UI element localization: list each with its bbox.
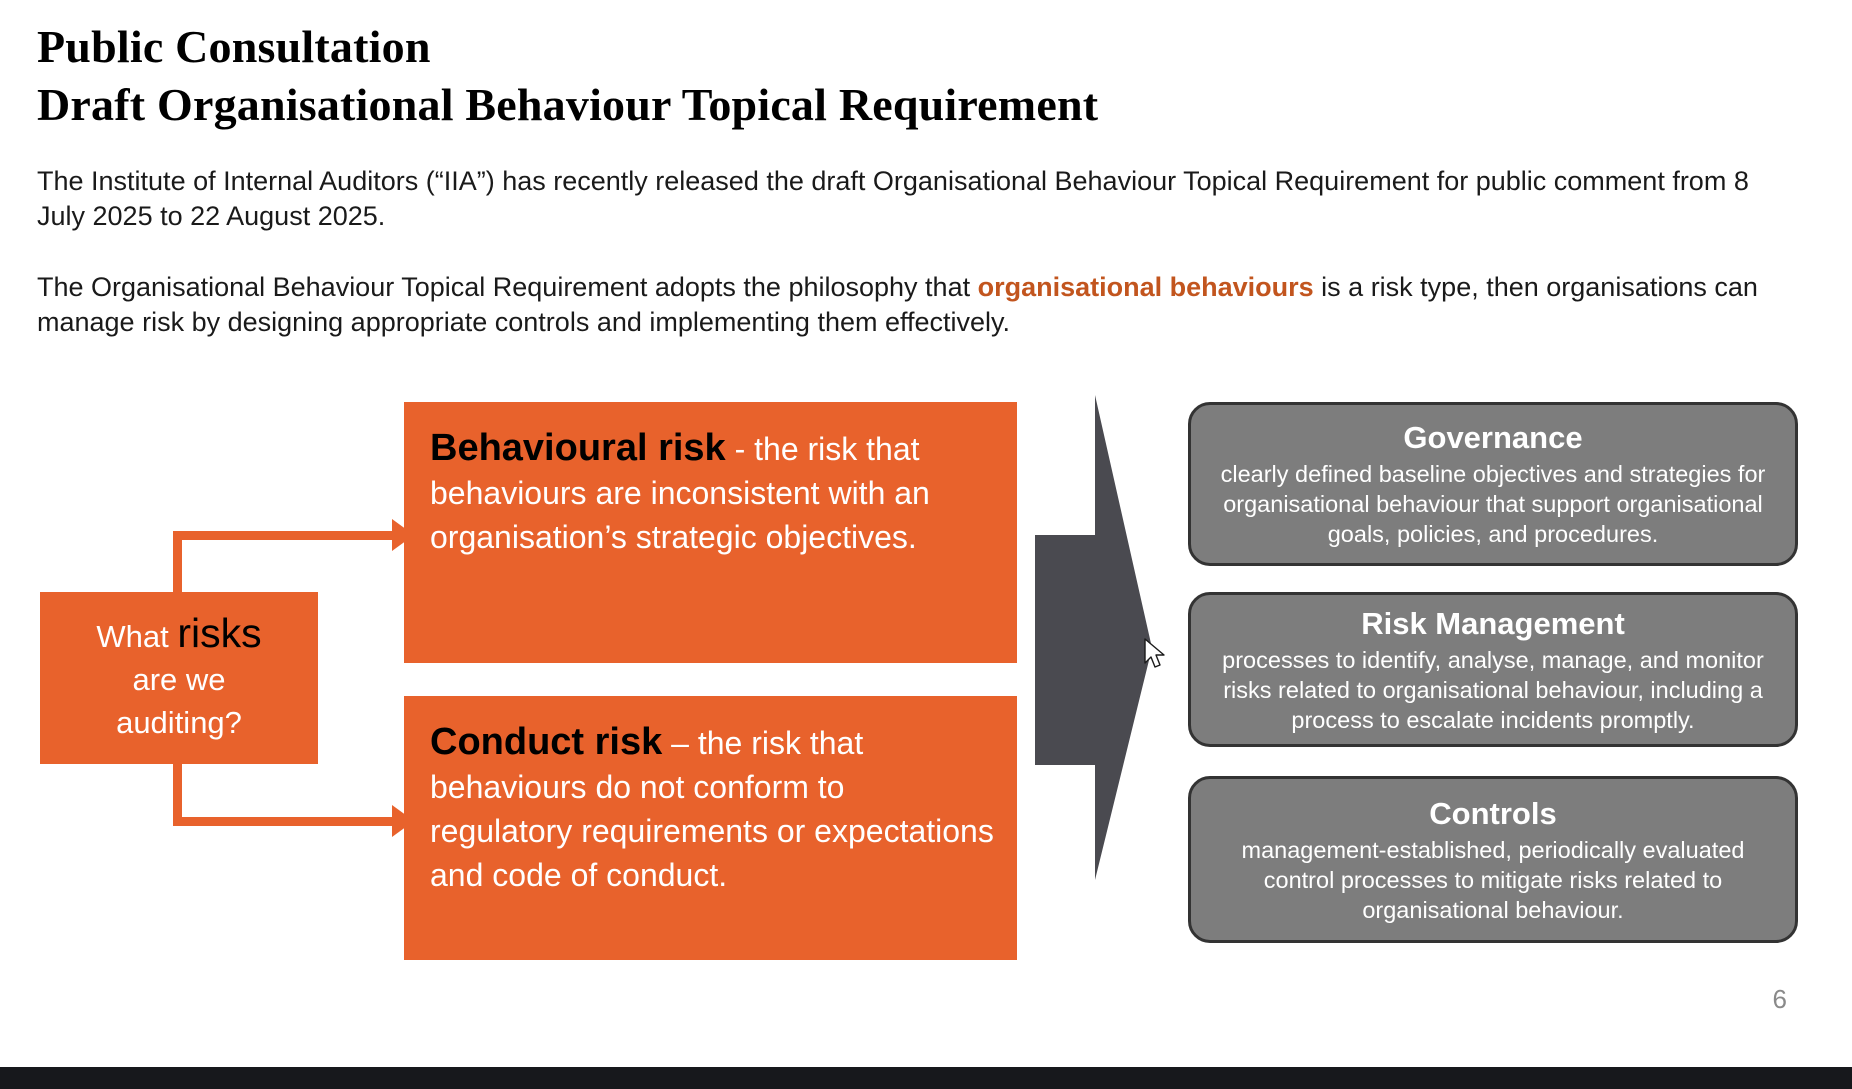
intro-paragraph-1: The Institute of Internal Auditors (“IIA…	[37, 166, 1749, 231]
pillar-governance-description: clearly defined baseline objectives and …	[1220, 461, 1766, 547]
connector-top-vertical	[173, 531, 182, 595]
question-box: What risks are we auditing?	[40, 592, 318, 764]
connector-top-horizontal	[173, 531, 400, 540]
question-line-1-emphasis: risks	[177, 609, 262, 656]
risk-box-behavioural-name: Behavioural risk	[430, 427, 726, 469]
bottom-bar	[0, 1067, 1852, 1089]
page-number: 6	[1772, 984, 1787, 1014]
risk-box-conduct-name: Conduct risk	[430, 721, 663, 763]
question-line-1: What risks	[96, 609, 262, 658]
title-line-2: Draft Organisational Behaviour Topical R…	[37, 79, 1099, 130]
paragraph-2-text-before: The Organisational Behaviour Topical Req…	[37, 272, 978, 302]
risk-box-behavioural: Behavioural risk - the risk that behavio…	[404, 402, 1017, 663]
pillar-risk-management-description: processes to identify, analyse, manage, …	[1222, 646, 1764, 733]
paragraph-2-text-after: is a risk type, then organisations can m…	[37, 272, 1758, 337]
risk-box-conduct-description: – the risk that behaviours do not confor…	[430, 725, 994, 893]
pillar-box-governance: Governance clearly defined baseline obje…	[1188, 402, 1798, 566]
pillar-controls-title: Controls	[1429, 795, 1557, 831]
dark-arrow-shape	[1035, 395, 1152, 880]
intro-paragraph-2: The Organisational Behaviour Topical Req…	[37, 270, 1807, 340]
title-line-1: Public Consultation	[37, 21, 431, 72]
risk-box-behavioural-description: - the risk that behaviours are inconsist…	[430, 431, 930, 555]
mouse-cursor-icon	[1144, 638, 1165, 668]
pillar-risk-management-title: Risk Management	[1361, 605, 1625, 641]
risk-box-conduct: Conduct risk – the risk that behaviours …	[404, 696, 1017, 960]
question-line-2: are we	[132, 661, 226, 697]
pillar-box-controls: Controls management-established, periodi…	[1188, 776, 1798, 943]
question-line-3: auditing?	[116, 704, 242, 740]
page-title: Public Consultation Draft Organisational…	[37, 18, 1537, 134]
question-line-1-plain: What	[96, 618, 178, 654]
pillar-controls-description: management-established, periodically eva…	[1241, 836, 1745, 923]
connector-bottom-vertical	[173, 760, 182, 826]
pillar-governance-title: Governance	[1403, 420, 1583, 455]
pillar-box-risk-management: Risk Management processes to identify, a…	[1188, 592, 1798, 747]
paragraph-2-highlight: organisational behaviours	[977, 272, 1314, 302]
connector-bottom-horizontal	[173, 817, 400, 826]
